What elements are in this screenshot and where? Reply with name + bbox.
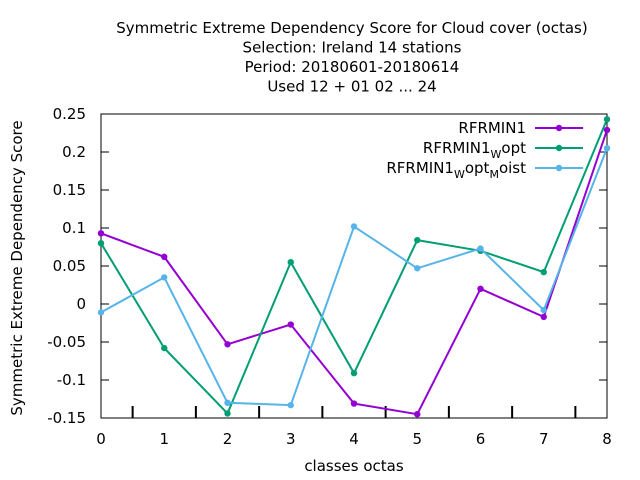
legend-label-part: oist <box>499 159 526 177</box>
data-point <box>161 344 168 352</box>
data-point <box>350 400 358 407</box>
data-point <box>414 236 421 244</box>
y-tick-label: -0.05 <box>47 333 86 351</box>
data-point <box>603 145 611 152</box>
data-point <box>603 126 611 134</box>
x-axis-label: classes octas <box>304 457 404 475</box>
data-point <box>287 259 294 266</box>
legend-label-subscript: W <box>491 148 502 161</box>
chart-title: Symmetric Extreme Dependency Score for C… <box>116 19 587 96</box>
y-tick-label: -0.1 <box>57 371 86 389</box>
series-line <box>100 118 608 416</box>
data-point <box>161 274 168 281</box>
data-point <box>540 306 547 314</box>
data-point <box>477 285 484 292</box>
legend-label-part: opt <box>501 139 526 157</box>
data-point <box>540 268 547 276</box>
legend-label-part: RFRMIN1 <box>423 139 491 157</box>
axis-ticks: 0 1 2 3 4 5 6 7 8 0.25 0.2 0.15 0.1 0.05 0 -0.05 -0.1 -0.… <box>47 105 612 448</box>
legend-label: RFRMIN1WoptMoist <box>386 159 526 181</box>
title-line: Symmetric Extreme Dependency Score for C… <box>116 19 587 37</box>
x-tick-label: 1 <box>159 430 169 448</box>
legend-marker <box>555 164 563 172</box>
data-point <box>224 341 231 348</box>
y-tick-label: 0.15 <box>53 181 86 199</box>
data-point <box>224 399 231 406</box>
legend-label: RFRMIN1 <box>458 119 526 137</box>
y-axis-label: Symmetric Extreme Dependency Score <box>8 120 26 415</box>
x-tick-label: 6 <box>476 430 486 448</box>
y-tick-label: 0 <box>76 295 86 313</box>
y-tick-label: 0.2 <box>62 143 86 161</box>
y-tick-label: 0.05 <box>53 257 86 275</box>
y-tick-label: 0.25 <box>53 105 86 123</box>
data-point <box>350 223 358 230</box>
legend-label-part: RFRMIN1 <box>386 159 454 177</box>
data-point <box>350 369 358 377</box>
legend-label-part: opt <box>465 159 490 177</box>
legend-label: RFRMIN1Wopt <box>423 139 526 161</box>
data-point <box>414 265 421 272</box>
legend-label-subscript: W <box>454 168 465 181</box>
legend-label-subscript: M <box>489 168 499 181</box>
y-tick-label: -0.15 <box>47 409 86 427</box>
legend-marker <box>555 144 563 152</box>
legend-label-part: RFRMIN1 <box>458 119 526 137</box>
x-tick-label: 3 <box>286 430 296 448</box>
data-point <box>287 321 294 328</box>
x-tick-label: 8 <box>602 430 612 448</box>
x-tick-label: 7 <box>539 430 549 448</box>
y-tick-label: 0.1 <box>62 219 86 237</box>
legend-marker <box>555 124 563 132</box>
data-point <box>603 116 611 123</box>
data-point <box>161 253 168 261</box>
data-point <box>477 245 484 252</box>
x-tick-label: 0 <box>96 430 106 448</box>
series-line <box>100 147 608 407</box>
data-point <box>97 240 105 247</box>
series-layer <box>97 116 611 418</box>
x-tick-label: 5 <box>412 430 422 448</box>
title-line: Selection: Ireland 14 stations <box>243 39 462 57</box>
data-point <box>287 401 294 409</box>
data-point <box>97 309 105 316</box>
data-point <box>97 230 105 237</box>
data-point <box>414 411 421 418</box>
data-point <box>540 313 547 321</box>
x-tick-label: 2 <box>223 430 233 448</box>
x-tick-label: 4 <box>349 430 359 448</box>
title-line: Used 12 + 01 02 ... 24 <box>267 78 436 96</box>
data-point <box>224 410 231 417</box>
title-line: Period: 20180601-20180614 <box>245 58 460 76</box>
